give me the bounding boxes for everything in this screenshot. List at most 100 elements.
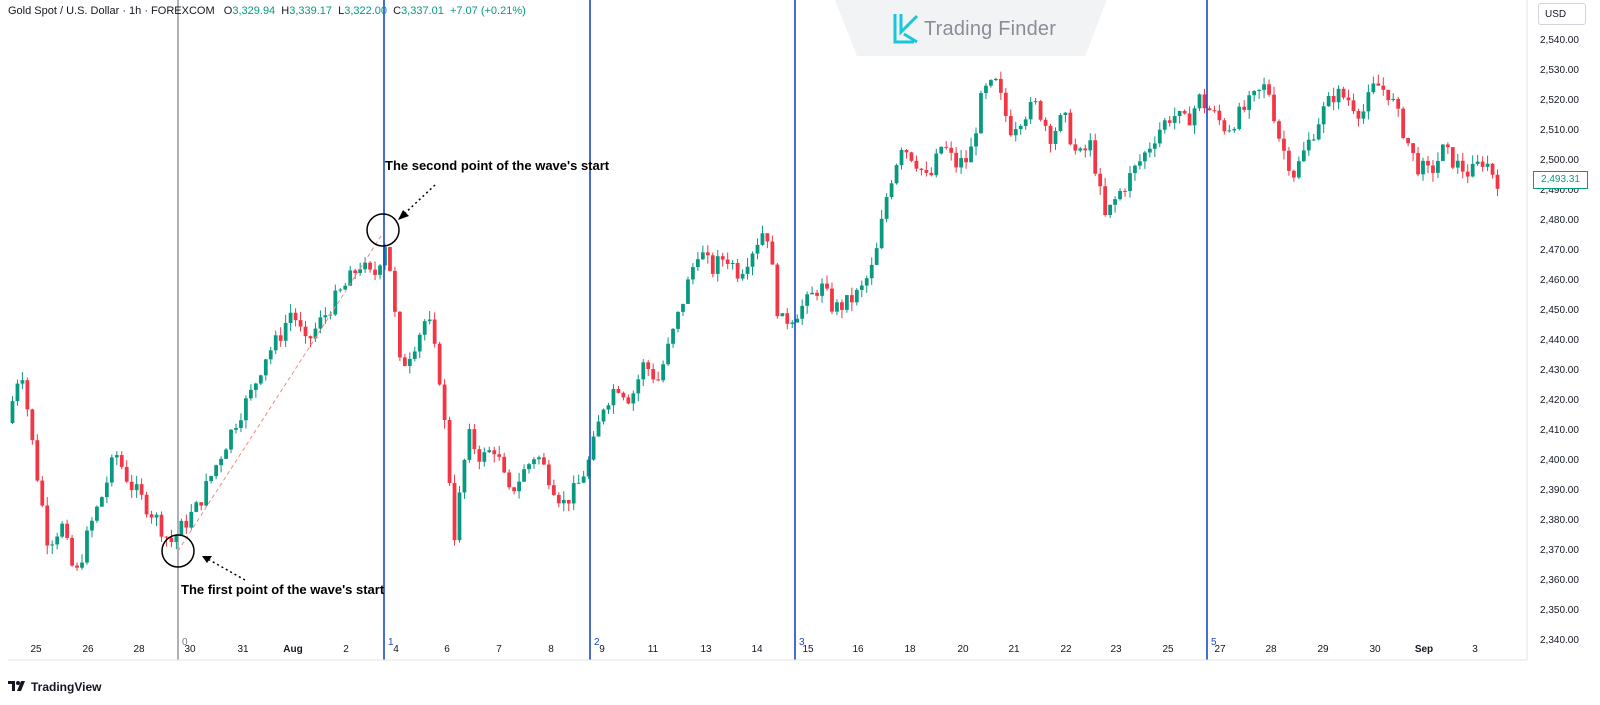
candle-body [90, 520, 94, 531]
candle-body [323, 315, 328, 318]
time-tick-label: 8 [548, 644, 554, 655]
candle-body [343, 285, 348, 290]
candle-body [184, 520, 189, 528]
time-tick-label: 6 [444, 644, 450, 655]
candle-body [358, 269, 363, 273]
candle-body [1272, 94, 1276, 122]
candle-body [1441, 144, 1445, 161]
candle-body [1028, 101, 1033, 120]
candle-body [422, 321, 427, 335]
time-tick-label: 16 [852, 644, 864, 655]
candle-body [1346, 97, 1351, 101]
candle-body [532, 459, 536, 465]
candle-body [199, 502, 204, 506]
second-point-arrowhead-icon [398, 210, 409, 220]
candle-body [636, 379, 641, 394]
candle-body [298, 320, 303, 327]
second-point-arrow [401, 184, 436, 217]
candle-body [45, 505, 50, 546]
time-tick-label: 20 [957, 644, 969, 655]
tradingview-brand-label: TradingView [31, 680, 102, 694]
candle-body [95, 506, 99, 521]
candle-body [1008, 116, 1013, 136]
candle-body [472, 429, 477, 450]
wave-number-label: 5 [1211, 637, 1217, 648]
candle-body [1257, 89, 1261, 92]
candle-body [740, 273, 745, 279]
candle-body [959, 158, 963, 168]
candle-body [139, 484, 144, 495]
candle-body [537, 457, 541, 460]
time-tick-label: 14 [751, 644, 763, 655]
candle-body [1013, 129, 1018, 136]
first-point-arrowhead-icon [202, 556, 212, 563]
candle-body [70, 537, 74, 566]
candle-body [1182, 111, 1187, 114]
candle-body [1123, 190, 1127, 192]
time-tick-label: 4 [393, 644, 399, 655]
second-point-label: The second point of the wave's start [385, 158, 610, 173]
candle-body [40, 480, 45, 506]
time-tick-label: 31 [237, 644, 249, 655]
candle-body [989, 80, 993, 86]
candle-body [815, 292, 819, 296]
candle-body [556, 494, 561, 504]
symbol-info-bar[interactable]: Gold Spot / U.S. Dollar · 1h · FOREXCOM … [8, 5, 529, 17]
candle-body [1480, 161, 1485, 167]
candle-body [1306, 139, 1311, 151]
candle-body [1058, 115, 1063, 131]
candle-body [308, 336, 313, 339]
time-tick-label: 15 [802, 644, 814, 655]
candle-body [1336, 88, 1341, 103]
candle-body [626, 397, 631, 404]
candle-body [1192, 108, 1197, 126]
candle-body [1301, 150, 1306, 162]
time-tick-label: 21 [1008, 644, 1020, 655]
time-tick-label: 29 [1317, 644, 1329, 655]
price-tick-label: 2,490.00 [1540, 185, 1579, 196]
candle-body [1162, 120, 1167, 130]
candle-body [874, 248, 879, 265]
time-tick-label: 28 [133, 644, 145, 655]
ohlc-high-value: 3,339.17 [289, 5, 333, 17]
candle-body [929, 172, 934, 176]
candle-body [164, 536, 169, 538]
candle-body [1038, 101, 1043, 120]
candle-body [974, 133, 978, 147]
candle-body [889, 183, 894, 198]
candle-body [1222, 120, 1227, 132]
tradingview-brand[interactable]: TradingView [8, 680, 101, 694]
candle-body [994, 78, 998, 81]
candle-body [1316, 124, 1321, 140]
price-tick-label: 2,470.00 [1540, 245, 1579, 256]
candle-body [899, 149, 904, 166]
candle-body [780, 313, 785, 317]
price-change: +7.07 (+0.21%) [449, 5, 526, 17]
symbol-title[interactable]: Gold Spot / U.S. Dollar · 1h · FOREXCOM [8, 5, 215, 17]
wave-number-label: 0 [182, 637, 188, 648]
candle-body [1237, 106, 1242, 130]
candle-body [681, 303, 685, 312]
candles-group [10, 71, 1500, 571]
candle-body [1118, 190, 1122, 200]
price-tick-label: 2,420.00 [1540, 395, 1579, 406]
candle-body [576, 482, 581, 484]
candle-body [1366, 92, 1371, 112]
currency-selector[interactable]: USD [1538, 3, 1586, 25]
tradingview-logo-icon [8, 680, 28, 694]
candle-body [1207, 108, 1212, 111]
candle-body [60, 523, 65, 537]
candle-body [119, 455, 124, 467]
candle-body [124, 466, 129, 482]
candle-body [154, 514, 159, 518]
candle-body [522, 469, 526, 482]
candle-body [129, 481, 134, 491]
candle-body [239, 420, 243, 429]
candle-body [631, 393, 636, 404]
candle-body [735, 262, 740, 279]
candle-body [1381, 85, 1386, 90]
candle-body [790, 322, 795, 324]
ohlc-close-value: 3,337.01 [401, 5, 444, 17]
